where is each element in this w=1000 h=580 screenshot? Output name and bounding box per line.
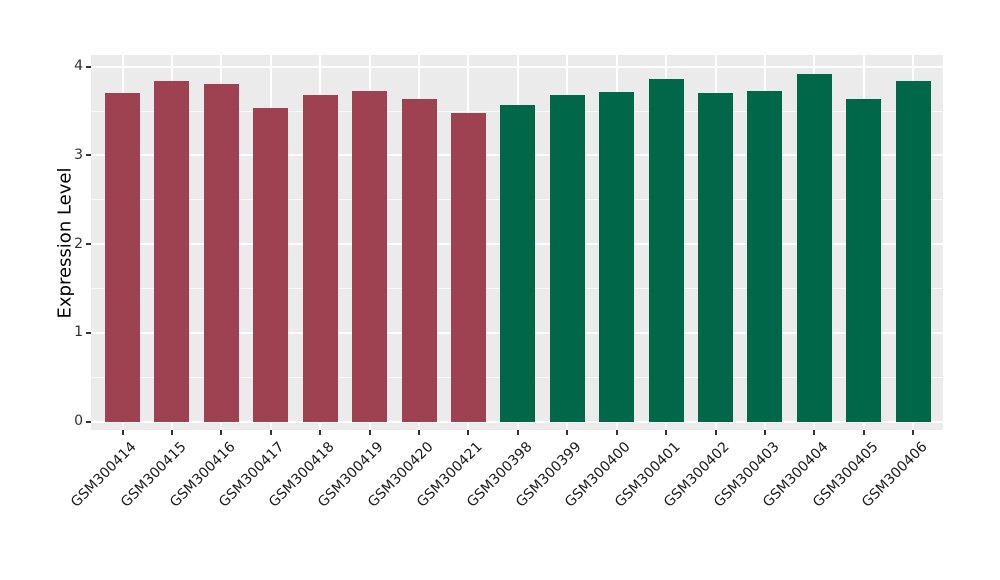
x-tick-mark (665, 430, 668, 435)
y-tick-mark (86, 420, 91, 423)
y-tick-label: 1 (74, 324, 83, 341)
x-tick-mark (912, 430, 915, 435)
bar-GSM300419 (352, 90, 388, 422)
bar-GSM300402 (698, 93, 734, 422)
y-tick-label: 2 (74, 235, 83, 252)
x-tick-mark (714, 430, 717, 435)
y-tick-mark (86, 243, 91, 246)
bar-GSM300417 (253, 108, 289, 422)
x-tick-mark (862, 430, 865, 435)
bar-GSM300420 (401, 98, 437, 422)
x-tick-mark (566, 430, 569, 435)
bar-GSM300400 (599, 91, 635, 422)
x-tick-mark (813, 430, 816, 435)
y-tick-label: 4 (74, 58, 83, 75)
x-tick-mark (368, 430, 371, 435)
y-tick-label: 0 (74, 413, 83, 430)
bar-GSM300414 (105, 93, 140, 422)
x-tick-mark (269, 430, 272, 435)
x-tick-mark (763, 430, 766, 435)
x-tick-mark (418, 430, 421, 435)
bar-GSM300416 (203, 83, 239, 422)
x-tick-mark (615, 430, 618, 435)
bar-GSM300418 (302, 95, 338, 422)
x-tick-mark (220, 430, 223, 435)
bar-GSM300405 (846, 98, 882, 422)
y-tick-mark (86, 331, 91, 334)
x-tick-mark (516, 430, 519, 435)
x-tick-mark (121, 430, 124, 435)
bar-GSM300401 (648, 79, 684, 422)
bar-GSM300403 (747, 90, 783, 422)
y-tick-mark (86, 65, 91, 68)
bar-GSM300398 (500, 104, 536, 422)
x-tick-mark (467, 430, 470, 435)
bar-GSM300421 (450, 112, 486, 422)
y-tick-label: 3 (74, 146, 83, 163)
bar-GSM300406 (895, 80, 931, 422)
bar-GSM300415 (154, 80, 190, 422)
y-axis-title: Expression Level (54, 167, 76, 319)
bar-GSM300399 (549, 95, 585, 422)
x-tick-mark (170, 430, 173, 435)
y-tick-mark (86, 154, 91, 157)
bar-GSM300404 (796, 73, 832, 422)
plot-panel (91, 55, 943, 430)
x-tick-mark (319, 430, 322, 435)
